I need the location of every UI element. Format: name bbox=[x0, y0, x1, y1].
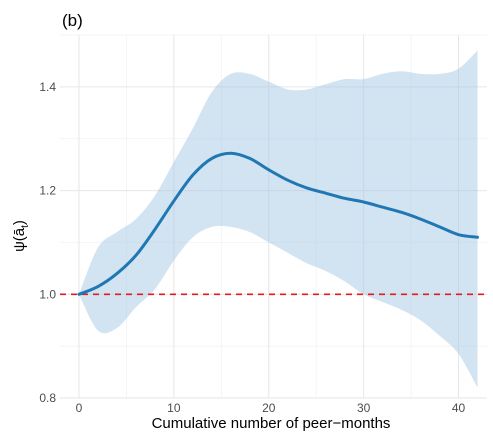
x-tick-label: 0 bbox=[76, 401, 83, 415]
series-lines bbox=[77, 151, 480, 296]
y-axis-label-close: ) bbox=[11, 220, 28, 225]
x-tick-label: 40 bbox=[452, 401, 466, 415]
x-axis-label: Cumulative number of peer−months bbox=[152, 415, 391, 432]
y-axis-label: ψ(āt) bbox=[11, 220, 31, 252]
y-axis-label-sub: t bbox=[20, 225, 31, 228]
y-tick-label: 1.2 bbox=[39, 184, 56, 198]
panel-label: (b) bbox=[62, 11, 83, 30]
y-axis-label-main: ψ(ā bbox=[11, 227, 28, 252]
x-tick-label: 30 bbox=[357, 401, 371, 415]
y-tick-labels: 0.8 1.0 1.2 1.4 bbox=[39, 80, 56, 405]
series-line bbox=[77, 151, 480, 296]
confidence-band-area bbox=[78, 50, 478, 388]
y-tick-label: 1.4 bbox=[39, 80, 56, 94]
y-tick-label: 1.0 bbox=[39, 287, 56, 301]
x-tick-label: 10 bbox=[167, 401, 181, 415]
x-tick-label: 20 bbox=[262, 401, 276, 415]
confidence-band bbox=[78, 50, 478, 388]
x-tick-labels: 0 10 20 30 40 bbox=[76, 401, 466, 415]
y-tick-label: 0.8 bbox=[39, 391, 56, 405]
